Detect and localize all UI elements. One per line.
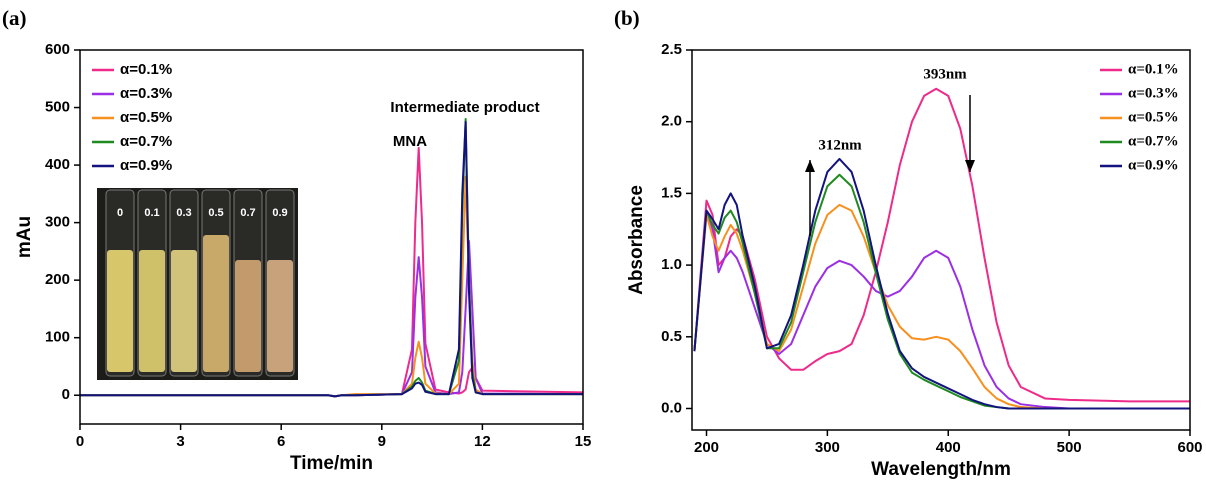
x-tick-label: 500 bbox=[1057, 439, 1082, 456]
annotation: 312nm bbox=[818, 137, 862, 153]
legend-label: α=0.5% bbox=[120, 109, 172, 126]
inset-label: 0 bbox=[117, 207, 123, 219]
arrow-head bbox=[965, 160, 975, 172]
panel-label: (a) bbox=[2, 6, 27, 30]
arrow-head bbox=[805, 160, 815, 172]
x-tick-label: 400 bbox=[936, 439, 961, 456]
y-axis-label: mAu bbox=[14, 216, 35, 258]
y-tick-label: 100 bbox=[45, 329, 70, 346]
x-tick-label: 6 bbox=[277, 433, 285, 450]
y-tick-label: 600 bbox=[45, 41, 70, 58]
y-tick-label: 2.0 bbox=[661, 113, 682, 130]
x-tick-label: 12 bbox=[474, 433, 491, 450]
data-line bbox=[693, 203, 1190, 410]
tube-powder bbox=[139, 250, 165, 372]
plot-frame bbox=[79, 49, 584, 425]
legend-label: α=0.1% bbox=[120, 61, 172, 78]
tube-powder bbox=[235, 260, 261, 372]
annotation: 393nm bbox=[923, 66, 967, 82]
legend-label: α=0.1% bbox=[1128, 61, 1179, 77]
inset-label: 0.5 bbox=[208, 207, 223, 219]
x-tick-label: 3 bbox=[176, 433, 184, 450]
panel-label: (b) bbox=[614, 6, 640, 30]
x-tick-label: 15 bbox=[575, 433, 592, 450]
y-tick-label: 2.5 bbox=[661, 41, 682, 58]
data-line bbox=[693, 157, 1190, 410]
y-axis-label: Absorbance bbox=[626, 185, 647, 295]
y-tick-label: 1.5 bbox=[661, 184, 682, 201]
y-tick-label: 200 bbox=[45, 271, 70, 288]
y-tick-label: 300 bbox=[45, 214, 70, 231]
legend-label: α=0.9% bbox=[1128, 157, 1179, 173]
legend-label: α=0.7% bbox=[1128, 133, 1179, 149]
legend-label: α=0.7% bbox=[120, 133, 172, 150]
y-tick-label: 1.0 bbox=[661, 256, 682, 273]
inset-label: 0.1 bbox=[144, 207, 159, 219]
data-line bbox=[693, 173, 1190, 410]
y-tick-label: 400 bbox=[45, 156, 70, 173]
annotation: MNA bbox=[393, 133, 427, 150]
data-line bbox=[80, 120, 583, 398]
y-tick-label: 0 bbox=[62, 386, 70, 403]
inset-label: 0.3 bbox=[176, 207, 191, 219]
x-tick-label: 9 bbox=[378, 433, 386, 450]
tube-powder bbox=[171, 250, 197, 372]
legend-label: α=0.9% bbox=[120, 157, 172, 174]
x-axis-label: Wavelength/nm bbox=[871, 459, 1011, 480]
legend-label: α=0.5% bbox=[1128, 109, 1179, 125]
legend-label: α=0.3% bbox=[120, 85, 172, 102]
y-tick-label: 500 bbox=[45, 99, 70, 116]
annotation: Intermediate product bbox=[390, 99, 539, 116]
tube-powder bbox=[203, 235, 229, 372]
x-tick-label: 200 bbox=[694, 439, 719, 456]
tube-powder bbox=[267, 260, 293, 372]
inset-label: 0.7 bbox=[240, 207, 255, 219]
legend-label: α=0.3% bbox=[1128, 85, 1179, 101]
data-line bbox=[693, 209, 1190, 410]
inset-label: 0.9 bbox=[272, 207, 287, 219]
plot-frame bbox=[691, 49, 1191, 431]
x-tick-label: 300 bbox=[815, 439, 840, 456]
x-axis-label: Time/min bbox=[290, 453, 373, 474]
y-tick-label: 0.5 bbox=[661, 328, 682, 345]
tube-powder bbox=[107, 250, 133, 372]
x-tick-label: 0 bbox=[76, 433, 84, 450]
data-line bbox=[693, 87, 1190, 403]
x-tick-label: 600 bbox=[1177, 439, 1202, 456]
y-tick-label: 0.0 bbox=[661, 399, 682, 416]
